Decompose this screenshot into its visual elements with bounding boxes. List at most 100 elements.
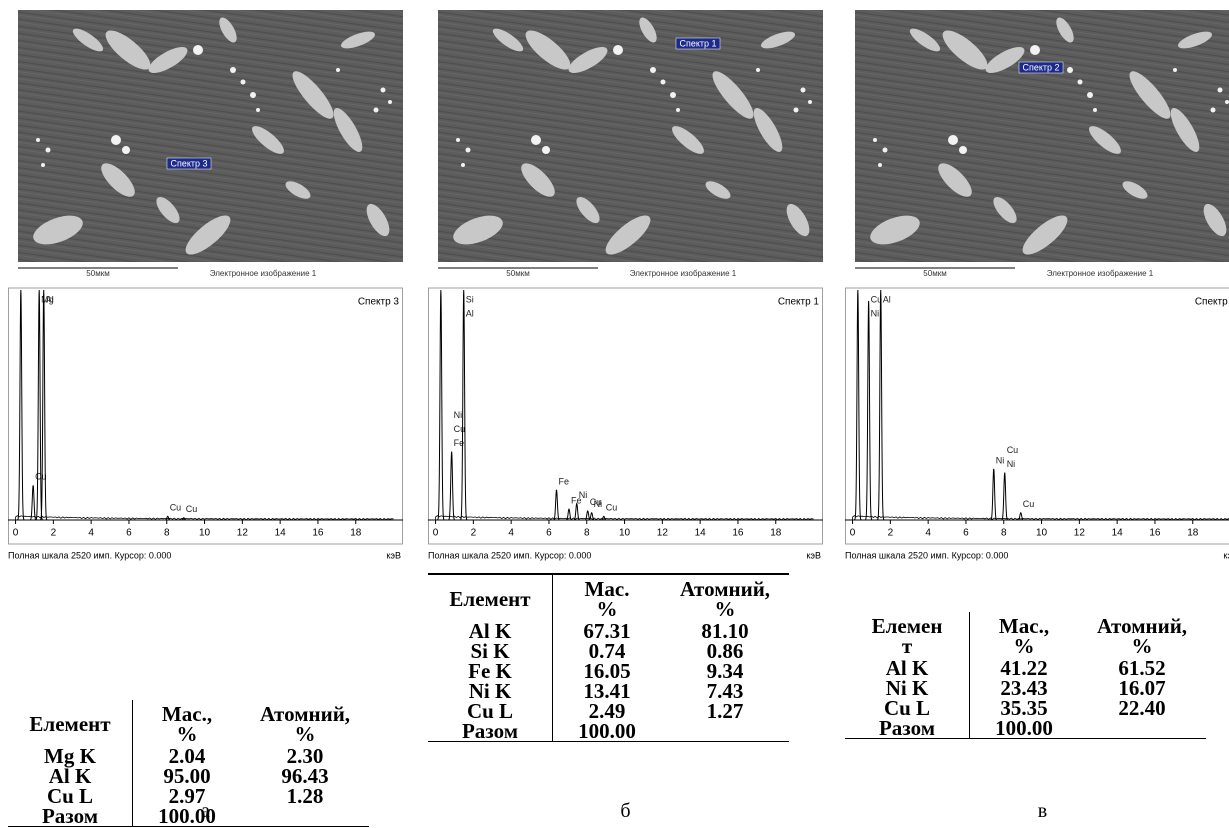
scale-label: 50мкм (506, 269, 529, 278)
x-tick-label: 4 (925, 528, 931, 539)
panel: Спектр 3 50мкм Электронное изображение 1 Cu… (8, 0, 403, 823)
peak-label: Si (466, 294, 474, 304)
header-line: Мас., (139, 704, 235, 724)
header-line: Атомний, (667, 579, 783, 599)
header-line: Елемен (851, 616, 963, 636)
x-tick-label: 8 (164, 528, 170, 539)
header-line: % (1084, 636, 1200, 656)
table-cell: 35.35 (970, 698, 1079, 718)
table-cell: Al K (428, 621, 553, 641)
x-tick-label: 18 (770, 528, 782, 539)
spectrum-unit: кэВ (1223, 550, 1229, 560)
table-cell: 96.43 (241, 766, 369, 786)
peak-label: Al (883, 294, 891, 304)
x-tick-label: 6 (126, 528, 132, 539)
peak-label: Al (466, 308, 474, 318)
x-tick-label: 14 (275, 528, 287, 539)
panel-caption: в (845, 800, 1229, 823)
spectrum-frame (429, 288, 823, 544)
x-tick-label: 18 (350, 528, 362, 539)
table-cell: 22.40 (1078, 698, 1206, 718)
table-cell: 100.00 (970, 718, 1079, 739)
peak-label: Ni (996, 455, 1005, 465)
peak-label: Cu (170, 503, 182, 513)
header-line: % (559, 599, 655, 619)
table-cell: Ni K (428, 681, 553, 701)
peak-label: Fe (559, 476, 570, 486)
spectrum-footer: Полная шкала 2520 имп. Курсор: 0.000 (8, 550, 171, 560)
x-tick-label: 10 (619, 528, 631, 539)
panel-caption: а (8, 800, 403, 823)
spectrum-footer: Полная шкала 2520 имп. Курсор: 0.000 (428, 550, 591, 560)
table-cell: Fe K (428, 661, 553, 681)
spectrum-title: Спектр 3 (358, 297, 400, 308)
table-cell: Al K (8, 766, 133, 786)
table-cell: Ni K (845, 678, 970, 698)
x-tick-label: 2 (888, 528, 894, 539)
table-cell: 2.30 (241, 746, 369, 766)
x-tick-label: 16 (732, 528, 744, 539)
x-tick-label: 12 (657, 528, 669, 539)
x-tick-label: 14 (695, 528, 707, 539)
header-line: Елемент (14, 714, 126, 734)
x-tick-label: 10 (199, 528, 211, 539)
table-cell: Cu L (428, 701, 553, 721)
x-tick-label: 16 (1149, 528, 1161, 539)
table-cell: 100.00 (553, 721, 662, 742)
x-tick-label: 12 (1074, 528, 1086, 539)
x-tick-label: 8 (1001, 528, 1007, 539)
header-cell: Елемент (428, 574, 553, 621)
table-cell: 7.43 (661, 681, 789, 701)
table-cell: 2.49 (553, 701, 662, 721)
peak-label: Ni (1007, 459, 1016, 469)
peak-label: Ni (871, 308, 880, 318)
x-tick-label: 4 (88, 528, 94, 539)
table-cell: 0.74 (553, 641, 662, 661)
spectrum-frame (846, 288, 1229, 544)
x-tick-label: 2 (471, 528, 477, 539)
table-cell: Разом (845, 718, 970, 739)
peak-label: Ni (594, 499, 603, 509)
x-tick-label: 2 (51, 528, 57, 539)
header-line: % (976, 636, 1072, 656)
image-caption: Электронное изображение 1 (210, 269, 317, 278)
x-tick-label: 6 (963, 528, 969, 539)
scale-label: 50мкм (923, 269, 946, 278)
table-cell: Si K (428, 641, 553, 661)
sem-image (438, 10, 823, 262)
spectrum-footer: Полная шкала 2520 имп. Курсор: 0.000 (845, 550, 1008, 560)
header-line: % (139, 724, 235, 744)
spectrum-marker-label: Спектр 1 (679, 38, 716, 48)
table-cell: Разом (428, 721, 553, 742)
spectrum-unit: кэВ (806, 550, 821, 560)
sem-image (855, 10, 1229, 262)
x-tick-label: 0 (433, 528, 439, 539)
sem-image (18, 10, 403, 262)
x-tick-label: 4 (508, 528, 514, 539)
table-cell: Mg K (8, 746, 133, 766)
header-cell: Атомний,% (1078, 612, 1206, 658)
x-tick-label: 16 (312, 528, 324, 539)
scale-label: 50мкм (86, 269, 109, 278)
header-line: т (851, 636, 963, 656)
image-caption: Электронное изображение 1 (1047, 269, 1154, 278)
table-cell: 61.52 (1078, 658, 1206, 678)
